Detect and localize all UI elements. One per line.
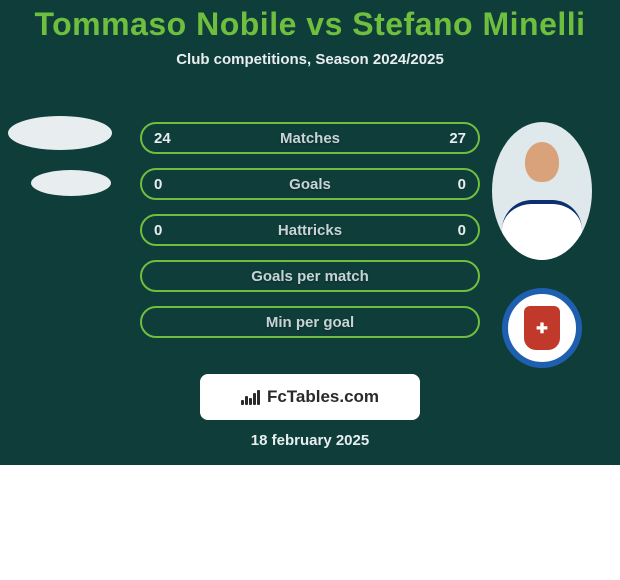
placeholder-ellipse-2 <box>31 170 111 196</box>
player-shirt-shape <box>502 200 582 260</box>
player-photo <box>492 122 592 260</box>
stat-label: Min per goal <box>182 314 438 331</box>
badge-shield: ✚ <box>524 306 560 350</box>
stat-value-right: 0 <box>438 176 466 193</box>
date-label: 18 february 2025 <box>0 432 620 449</box>
stat-value-left: 0 <box>154 222 182 239</box>
stat-value-right: 27 <box>438 130 466 147</box>
stat-row: Goals per match <box>140 260 480 292</box>
placeholder-ellipse-1 <box>8 116 112 150</box>
stat-row: Min per goal <box>140 306 480 338</box>
page-title: Tommaso Nobile vs Stefano Minelli <box>0 0 620 43</box>
stat-value-right: 0 <box>438 222 466 239</box>
club-badge: ✚ <box>502 288 582 368</box>
stat-label: Matches <box>182 130 438 147</box>
comparison-card: Tommaso Nobile vs Stefano Minelli Club c… <box>0 0 620 465</box>
stats-list: 24Matches270Goals00Hattricks0Goals per m… <box>140 122 480 338</box>
subtitle: Club competitions, Season 2024/2025 <box>0 51 620 68</box>
stat-value-left: 0 <box>154 176 182 193</box>
logo-chart-icon <box>241 389 261 405</box>
stat-value-left: 24 <box>154 130 182 147</box>
stat-row: 0Hattricks0 <box>140 214 480 246</box>
player-head-shape <box>525 142 559 182</box>
left-player-avatar <box>8 116 112 196</box>
fctables-logo: FcTables.com <box>200 374 420 420</box>
stat-label: Goals per match <box>182 268 438 285</box>
stat-row: 0Goals0 <box>140 168 480 200</box>
stat-label: Hattricks <box>182 222 438 239</box>
stat-label: Goals <box>182 176 438 193</box>
right-player-avatar: ✚ <box>492 122 592 368</box>
stat-row: 24Matches27 <box>140 122 480 154</box>
logo-text: FcTables.com <box>267 387 379 407</box>
